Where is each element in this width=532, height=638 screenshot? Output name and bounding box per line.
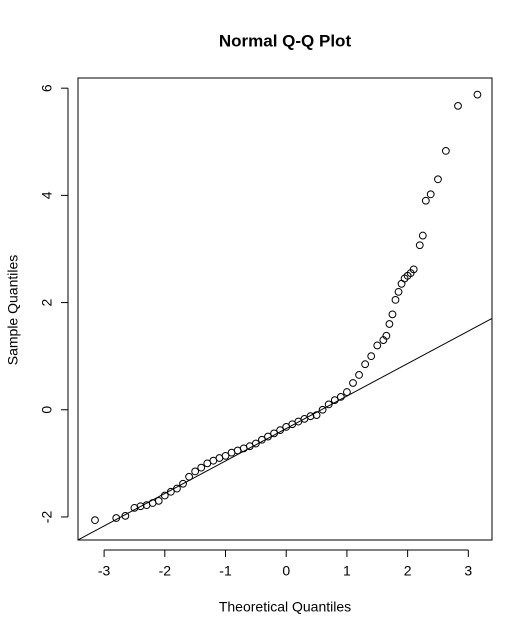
- x-tick-label: 1: [343, 563, 351, 579]
- point: [385, 320, 394, 328]
- point: [221, 451, 230, 460]
- point: [112, 514, 121, 522]
- point: [418, 231, 427, 240]
- y-tick-label: -2: [39, 511, 55, 524]
- point: [312, 411, 321, 420]
- point: [276, 426, 285, 435]
- point: [179, 479, 187, 488]
- point: [160, 491, 169, 500]
- point: [191, 467, 200, 476]
- point: [136, 502, 145, 511]
- point: [318, 405, 327, 414]
- point: [367, 352, 376, 361]
- point: [173, 484, 181, 493]
- x-tick-label: 2: [404, 563, 412, 579]
- point: [454, 101, 462, 110]
- x-tick-label: 3: [464, 563, 472, 579]
- point: [388, 310, 397, 319]
- y-tick-label: 4: [39, 191, 55, 199]
- point: [373, 341, 382, 350]
- y-tick-label: 2: [39, 298, 55, 306]
- point: [306, 412, 315, 421]
- x-tick-label: -3: [98, 563, 111, 579]
- point: [324, 400, 333, 409]
- point: [421, 196, 430, 205]
- x-tick-label: 0: [282, 563, 290, 579]
- point: [166, 487, 175, 496]
- x-tick-label: -1: [219, 563, 232, 579]
- point: [355, 371, 363, 379]
- point: [409, 265, 418, 274]
- point: [197, 463, 206, 472]
- chart-title: Normal Q-Q Plot: [219, 31, 352, 50]
- point: [336, 392, 345, 401]
- point: [270, 429, 278, 438]
- point: [415, 241, 424, 250]
- plot-frame: [77, 77, 493, 541]
- y-tick-label: 6: [39, 84, 55, 92]
- y-tick-label: 0: [39, 406, 55, 414]
- point: [121, 511, 130, 520]
- point: [382, 331, 391, 340]
- point: [264, 432, 272, 441]
- point: [394, 287, 403, 296]
- point: [391, 295, 400, 304]
- point: [185, 472, 193, 481]
- point: [330, 396, 339, 405]
- point: [91, 516, 99, 525]
- x-axis-label: Theoretical Quantiles: [219, 599, 351, 615]
- point: [343, 388, 351, 396]
- x-tick-label: -2: [159, 563, 172, 579]
- point: [154, 496, 163, 505]
- point: [426, 190, 435, 199]
- y-axis-label: Sample Quantiles: [5, 255, 21, 366]
- point: [349, 379, 357, 387]
- point: [258, 435, 266, 444]
- point: [441, 146, 450, 155]
- point: [361, 360, 370, 369]
- point: [434, 175, 442, 184]
- reference-line: [78, 317, 492, 540]
- point: [251, 439, 260, 448]
- point: [473, 90, 482, 99]
